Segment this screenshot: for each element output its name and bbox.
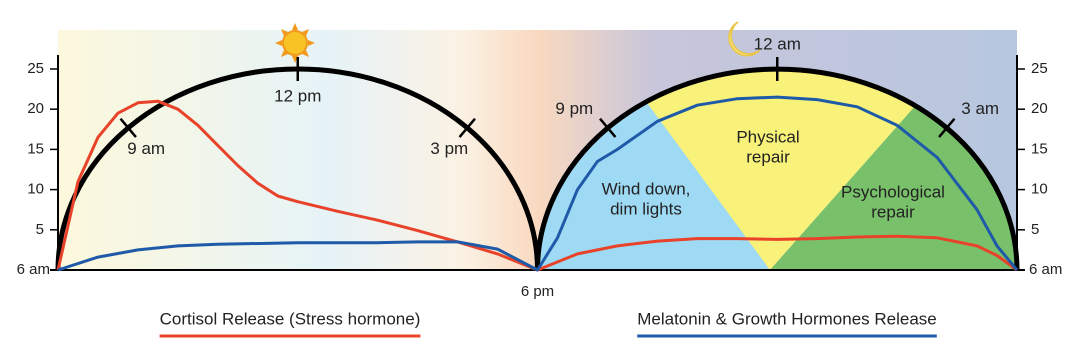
- y-tick-label: 10: [27, 181, 44, 198]
- x-tick: [458, 117, 476, 138]
- region-label: Wind down,: [602, 179, 691, 198]
- x-tick-label: 9 am: [127, 139, 165, 158]
- series-line: [57, 95, 1019, 272]
- region-label: Psychological: [841, 182, 945, 201]
- x-tick-label: 6 am: [17, 261, 50, 278]
- y-tick-label: 5: [36, 221, 44, 238]
- y-tick-label: 10: [1031, 181, 1048, 198]
- region-label: repair: [746, 147, 790, 166]
- series-line: [56, 99, 1018, 272]
- x-tick: [119, 117, 137, 138]
- x-tick-label: 12 pm: [274, 86, 321, 105]
- region-label: Physical: [736, 127, 799, 146]
- y-tick-label: 15: [1031, 140, 1048, 157]
- y-tick-label: 15: [27, 140, 44, 157]
- moon-icon: [728, 21, 761, 57]
- region: [645, 69, 917, 270]
- x-tick-label: 12 am: [754, 34, 801, 53]
- legend-label: Cortisol Release (Stress hormone): [160, 309, 421, 328]
- x-tick: [938, 117, 956, 138]
- y-tick-label: 25: [27, 60, 44, 77]
- region-label: repair: [871, 202, 915, 221]
- x-tick: [599, 117, 617, 138]
- legend-label: Melatonin & Growth Hormones Release: [637, 309, 937, 328]
- x-tick-label: 9 pm: [555, 99, 593, 118]
- x-tick-label: 6 am: [1029, 261, 1062, 278]
- sun-icon: [275, 23, 315, 63]
- x-tick-label: 3 pm: [430, 139, 468, 158]
- region-label: dim lights: [610, 199, 682, 218]
- y-tick-label: 25: [1031, 60, 1048, 77]
- y-tick-label: 20: [1031, 100, 1048, 117]
- y-tick-label: 5: [1031, 221, 1039, 238]
- x-tick-label: 3 am: [961, 99, 999, 118]
- y-tick-label: 20: [27, 100, 44, 117]
- x-tick-label: 6 pm: [521, 283, 554, 300]
